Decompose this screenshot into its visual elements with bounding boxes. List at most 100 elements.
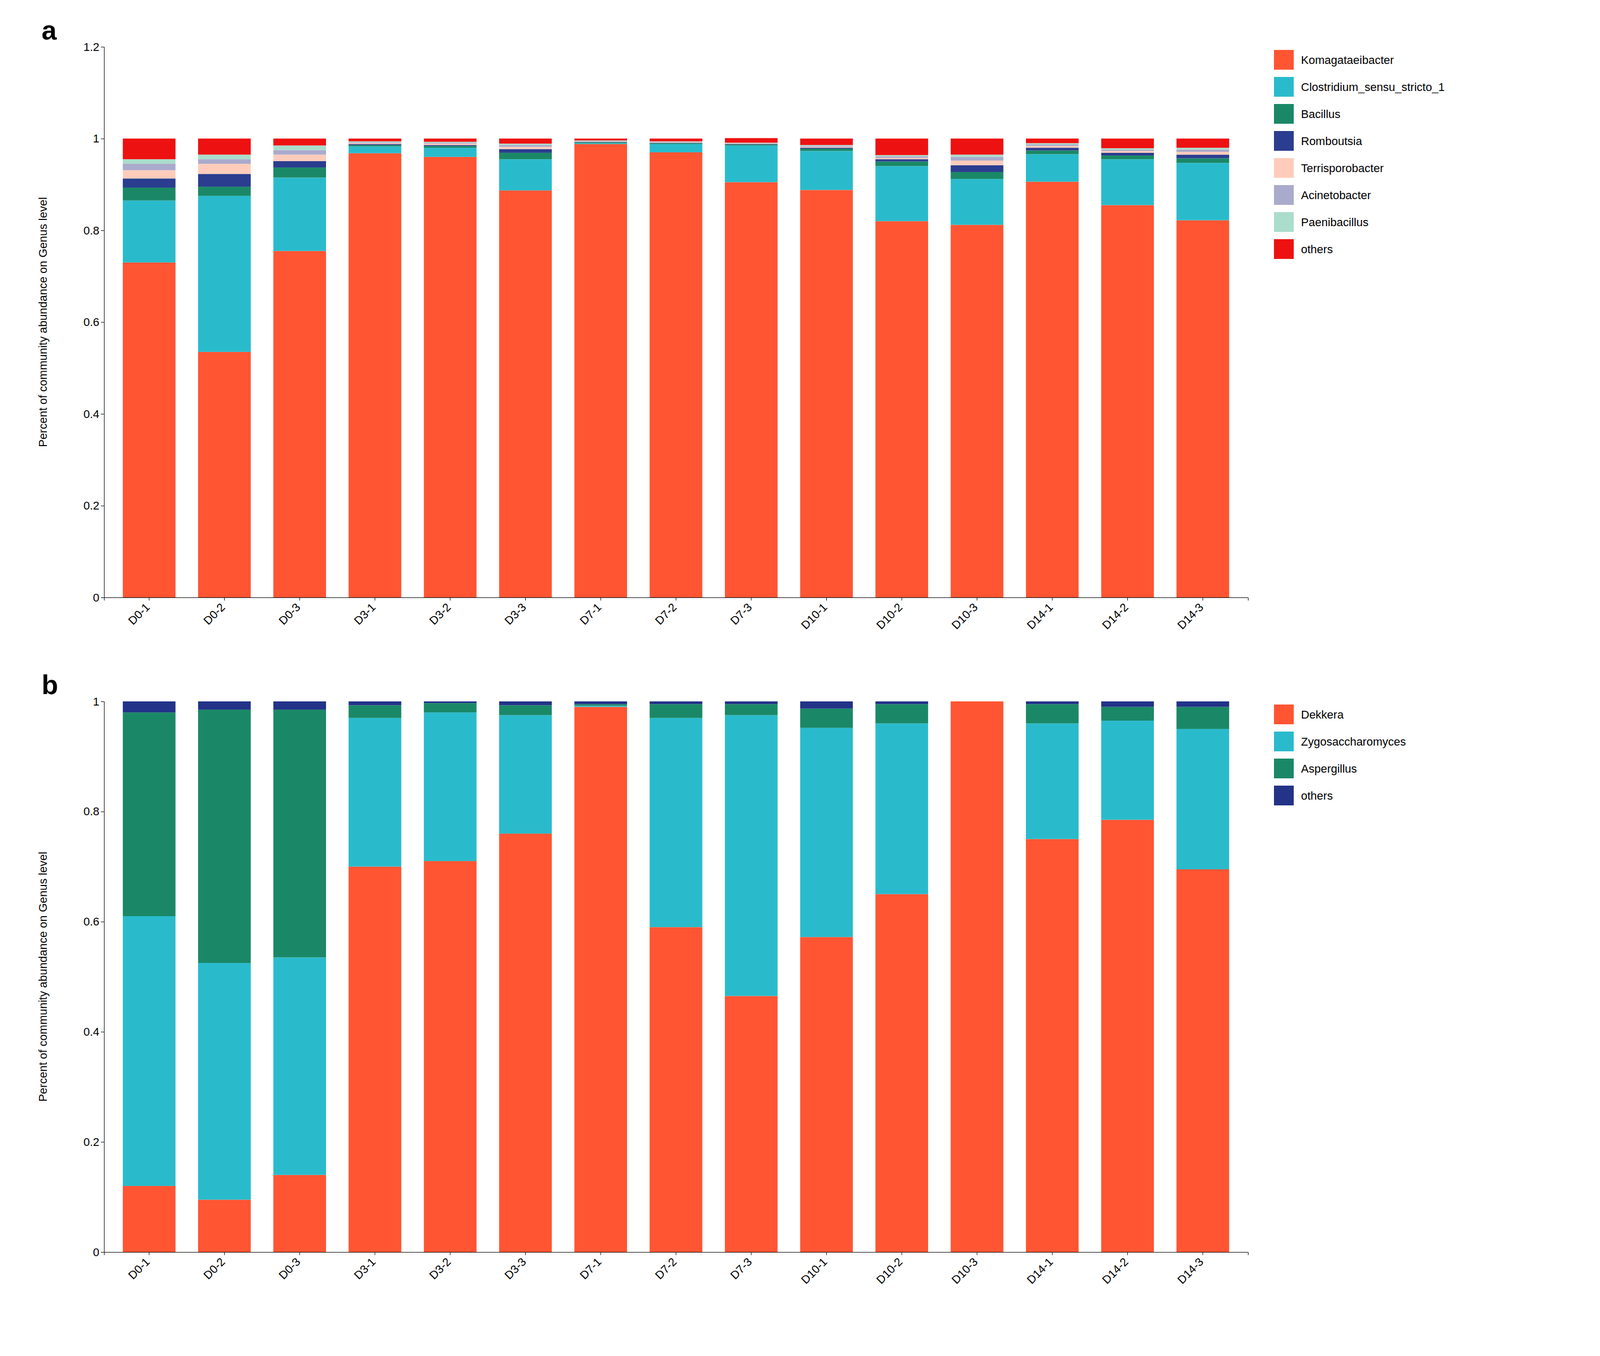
- bar-segment: [1025, 150, 1079, 154]
- x-tick: D7-2: [652, 1252, 680, 1283]
- bar-segment: [800, 150, 853, 190]
- bar-segment: [1025, 181, 1079, 598]
- bar-segment: [198, 159, 251, 164]
- y-tick: 0.6: [83, 315, 104, 329]
- y-tick-label: 0.8: [83, 804, 100, 818]
- bar-segment: [875, 158, 929, 160]
- x-tick: D0-2: [200, 1252, 228, 1283]
- bar-segment: [499, 152, 552, 160]
- bar-segment: [1176, 220, 1230, 598]
- bar-segment: [198, 163, 251, 174]
- bar-segment: [800, 148, 853, 151]
- bar-segment: [423, 138, 477, 142]
- bar-segment: [198, 963, 251, 1200]
- bar-segment: [649, 152, 702, 598]
- axis-line: [104, 597, 1249, 602]
- bar-segment: [348, 701, 401, 706]
- x-tick: D14-3: [1174, 1252, 1206, 1287]
- x-tick: D14-1: [1024, 597, 1056, 632]
- bar-segment: [574, 142, 628, 145]
- legend-swatch: [1273, 758, 1294, 779]
- bar-segment: [122, 1186, 176, 1253]
- y-tick-label: 0.2: [83, 499, 100, 513]
- tick-mark: [525, 1252, 526, 1256]
- tick-mark: [100, 230, 104, 231]
- x-tick: D14-1: [1024, 1252, 1056, 1287]
- bar-segment: [1025, 146, 1079, 149]
- y-tick: 0.8: [83, 224, 104, 238]
- bar-series: [122, 142, 1230, 353]
- x-tick: D7-1: [577, 597, 604, 628]
- bar-segment: [649, 141, 702, 143]
- legend-swatch: [1273, 103, 1294, 124]
- bar-segment: [499, 159, 552, 191]
- bar-segment: [950, 224, 1004, 598]
- bar-segment: [1176, 162, 1230, 220]
- bar-segment: [423, 147, 477, 158]
- legend-label: Clostridium_sensu_stricto_1: [1301, 80, 1445, 94]
- legend-swatch: [1273, 731, 1294, 752]
- legend-swatch: [1273, 212, 1294, 232]
- tick-mark: [449, 1252, 451, 1256]
- y-tick-label: 0.4: [83, 1025, 100, 1039]
- bar-segment: [649, 141, 702, 143]
- x-tick: D3-2: [426, 597, 454, 628]
- x-tick: D7-3: [727, 597, 754, 628]
- bar-segment: [800, 146, 853, 148]
- bar-segment: [348, 718, 401, 867]
- bar-segment: [1101, 138, 1154, 149]
- tick-mark: [100, 138, 104, 140]
- bar-segment: [875, 723, 929, 894]
- bar-segment: [348, 146, 401, 154]
- x-tick: D10-1: [798, 597, 830, 632]
- bar-segment: [950, 138, 1004, 155]
- bar-segment: [875, 894, 929, 1253]
- bar-segment: [1101, 720, 1154, 821]
- x-tick-label: D7-2: [652, 600, 680, 628]
- bar-segment: [875, 220, 929, 598]
- bar-segment: [348, 153, 401, 598]
- bar-segment: [122, 159, 176, 164]
- tick-mark: [826, 597, 827, 601]
- legend-item: Paenibacillus: [1273, 212, 1369, 232]
- x-tick-label: D3-3: [501, 600, 529, 628]
- bar-segment: [574, 140, 628, 142]
- legend-swatch: [1273, 76, 1294, 97]
- bar-segment: [122, 163, 176, 171]
- axis-line: [104, 1252, 1249, 1256]
- bar-segment: [499, 190, 552, 598]
- y-tick: 0.8: [83, 804, 104, 818]
- x-tick: D14-2: [1099, 1252, 1131, 1287]
- legend-label: Komagataeibacter: [1301, 53, 1395, 67]
- bar-segment: [122, 170, 176, 179]
- y-tick-label: 0: [93, 591, 100, 605]
- x-axis: D0-1D0-2D0-3D3-1D3-2D3-3D7-1D7-2D7-3D10-…: [104, 597, 1249, 632]
- legend-swatch: [1273, 704, 1294, 725]
- bar-segment: [423, 712, 477, 862]
- bar-segment: [122, 701, 176, 713]
- legend-swatch: [1273, 131, 1294, 151]
- bar-segment: [1101, 148, 1154, 150]
- bar-segment: [1101, 204, 1154, 598]
- bar-segment: [1176, 158, 1230, 163]
- bar-segment: [875, 165, 929, 221]
- bar-segment: [1101, 150, 1154, 153]
- x-tick: D7-2: [652, 597, 680, 628]
- y-tick: 1: [93, 695, 104, 709]
- x-tick: D3-2: [426, 1252, 454, 1283]
- tick-mark: [675, 597, 677, 601]
- bar-segment: [1176, 149, 1230, 152]
- tick-mark: [100, 1252, 104, 1253]
- bar-segment: [950, 701, 1004, 702]
- x-tick-label: D7-3: [727, 600, 754, 628]
- bar-segment: [574, 142, 628, 144]
- bar-segment: [1101, 159, 1154, 205]
- x-tick: D10-3: [948, 597, 981, 632]
- panel-label: a: [41, 15, 58, 46]
- bar-segment: [122, 712, 176, 917]
- y-tick-label: 0: [93, 1245, 100, 1259]
- bar-segment: [423, 145, 477, 147]
- y-tick-label: 0.6: [83, 315, 100, 329]
- bar-segment: [122, 262, 176, 598]
- x-tick: D14-2: [1099, 597, 1131, 632]
